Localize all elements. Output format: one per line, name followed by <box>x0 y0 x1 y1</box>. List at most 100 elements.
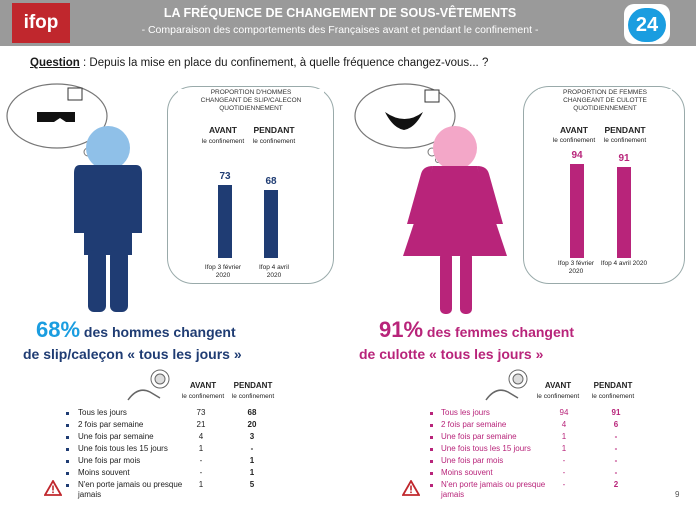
men-bar-chart: 73 68 <box>218 171 278 258</box>
cell-pendant: 2 <box>613 480 619 489</box>
women-col2-title: PENDANT <box>604 125 646 135</box>
women-panel-title-line: CHANGEANT DE CULOTTE <box>563 97 647 104</box>
cell-pendant: - <box>614 468 618 477</box>
men-col1-sub: le confinement <box>201 138 245 145</box>
bar-value-label: 68 <box>265 176 277 187</box>
women-chart-panel <box>523 86 685 284</box>
row-bullet <box>430 412 433 415</box>
warning-icon <box>402 480 420 496</box>
cell-avant: 94 <box>559 408 569 417</box>
row-label: Une fois tous les 15 jours <box>78 444 168 453</box>
row-bullet <box>430 484 433 487</box>
question-text: : Depuis la mise en place du confinement… <box>79 57 489 69</box>
men-table-col2: PENDANT <box>233 381 273 390</box>
men-xlabel-0: Ifop 3 février 2020 <box>204 264 242 279</box>
men-chart-panel <box>167 86 334 284</box>
cell-pendant: 5 <box>249 480 255 489</box>
row-bullet <box>66 472 69 475</box>
men-col2-title: PENDANT <box>253 125 295 135</box>
cell-pendant: 1 <box>249 456 255 465</box>
row-label: Tous les jours <box>441 408 490 417</box>
ifop-logo: ifop <box>12 3 70 43</box>
women-panel-title-line: QUOTIDIENNEMENT <box>573 105 637 112</box>
row-label: Moins souvent <box>441 468 493 477</box>
cell-pendant: 6 <box>613 420 619 429</box>
cell-avant: - <box>562 468 566 477</box>
bar-value-label: 94 <box>571 150 583 161</box>
cell-avant: 4 <box>561 420 567 429</box>
men-col2-sub: le confinement <box>252 138 296 145</box>
men-panel-title-line: CHANGEANT DE SLIP/CALECON <box>200 97 302 104</box>
women-col1-sub: le confinement <box>552 137 596 144</box>
cell-pendant: 1 <box>249 468 255 477</box>
women-table-col2: PENDANT <box>593 381 633 390</box>
row-label: 2 fois par semaine <box>441 420 507 429</box>
cell-avant: 1 <box>198 480 204 489</box>
row-bullet <box>66 448 69 451</box>
row-bullet <box>66 460 69 463</box>
cell-pendant: - <box>614 432 618 441</box>
row-bullet <box>66 436 69 439</box>
women-col1-title: AVANT <box>559 125 588 135</box>
women-headline-pct: 91% <box>379 317 424 342</box>
men-headline-line2: de slip/caleçon « tous les jours » <box>23 346 242 362</box>
bar-value-label: 91 <box>618 153 630 164</box>
row-label: Une fois par semaine <box>441 432 517 441</box>
men-panel-title: PROPORTION D'HOMMES CHANGEANT DE SLIP/CA… <box>178 89 324 113</box>
women-xlabel-1: Ifop 4 avril 2020 <box>600 260 648 267</box>
cell-pendant: 68 <box>247 408 257 417</box>
row-bullet <box>430 424 433 427</box>
cell-pendant: - <box>614 456 618 465</box>
cell-avant: 1 <box>561 444 567 453</box>
question: Question : Depuis la mise en place du co… <box>30 57 488 69</box>
women-headline-line2: de culotte « tous les jours » <box>359 346 544 362</box>
cell-pendant: 3 <box>249 432 255 441</box>
figures-illustration <box>6 83 507 314</box>
women-panel-title: PROPORTION DE FEMMES CHANGEANT DE CULOTT… <box>538 89 672 113</box>
men-table-col2-sub: le confinement <box>231 393 275 400</box>
bar <box>218 185 232 258</box>
men-headline: 68% des hommes changent <box>36 317 236 343</box>
women-headline: 91% des femmes changent <box>379 317 574 343</box>
cell-avant: - <box>562 480 566 489</box>
women-table-col1-sub: le confinement <box>536 393 580 400</box>
cell-avant: 21 <box>196 420 206 429</box>
cell-avant: 1 <box>198 444 204 453</box>
row-bullet <box>430 460 433 463</box>
row-bullet <box>430 472 433 475</box>
women-headline-text: des femmes changent <box>423 324 574 340</box>
row-bullet <box>66 484 69 487</box>
bar <box>264 190 278 258</box>
women-table-col1: AVANT <box>544 381 572 390</box>
men-table-col1: AVANT <box>189 381 217 390</box>
cell-avant: - <box>562 456 566 465</box>
row-bullet <box>66 412 69 415</box>
header-bar <box>0 0 696 46</box>
men-washing-icon <box>127 369 170 401</box>
women-bar-chart: 94 91 <box>570 150 631 258</box>
row-label: Une fois tous les 15 jours <box>441 444 531 453</box>
man-figure-icon <box>74 126 142 312</box>
cell-avant: 1 <box>561 432 567 441</box>
warning-icon <box>44 480 62 496</box>
women-washing-icon <box>485 369 528 401</box>
row-label: Une fois par mois <box>78 456 141 465</box>
slide-number-badge: 24 <box>628 8 666 42</box>
women-panel-title-line: PROPORTION DE FEMMES <box>562 89 648 96</box>
page-number: 9 <box>675 490 680 499</box>
page-subtitle: - Comparaison des comportements des Fran… <box>141 24 539 36</box>
row-bullet <box>430 436 433 439</box>
bar <box>570 164 584 258</box>
women-col2-sub: le confinement <box>603 137 647 144</box>
men-xlabel-1: Ifop 4 avril 2020 <box>259 264 289 279</box>
cell-avant: 73 <box>196 408 206 417</box>
cell-pendant: 20 <box>247 420 257 429</box>
bar <box>617 167 631 258</box>
men-panel-title-line: PROPORTION D'HOMMES <box>210 89 292 96</box>
cell-avant: 4 <box>198 432 204 441</box>
page-title: LA FRÉQUENCE DE CHANGEMENT DE SOUS-VÊTEM… <box>163 6 517 20</box>
row-label: N'en porte jamais ou presque jamais <box>441 480 546 499</box>
men-headline-pct: 68% <box>36 317 81 342</box>
row-label: Une fois par semaine <box>78 432 154 441</box>
cell-pendant: 91 <box>611 408 621 417</box>
